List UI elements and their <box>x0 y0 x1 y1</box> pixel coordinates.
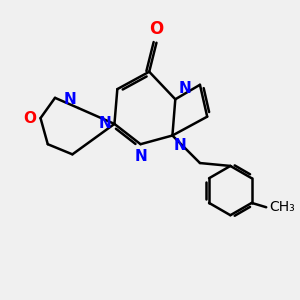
Text: CH₃: CH₃ <box>269 200 295 214</box>
Text: N: N <box>99 116 112 131</box>
Text: O: O <box>149 20 164 38</box>
Text: O: O <box>23 111 36 126</box>
Text: N: N <box>63 92 76 106</box>
Text: N: N <box>174 138 187 153</box>
Text: N: N <box>178 81 191 96</box>
Text: N: N <box>134 149 147 164</box>
